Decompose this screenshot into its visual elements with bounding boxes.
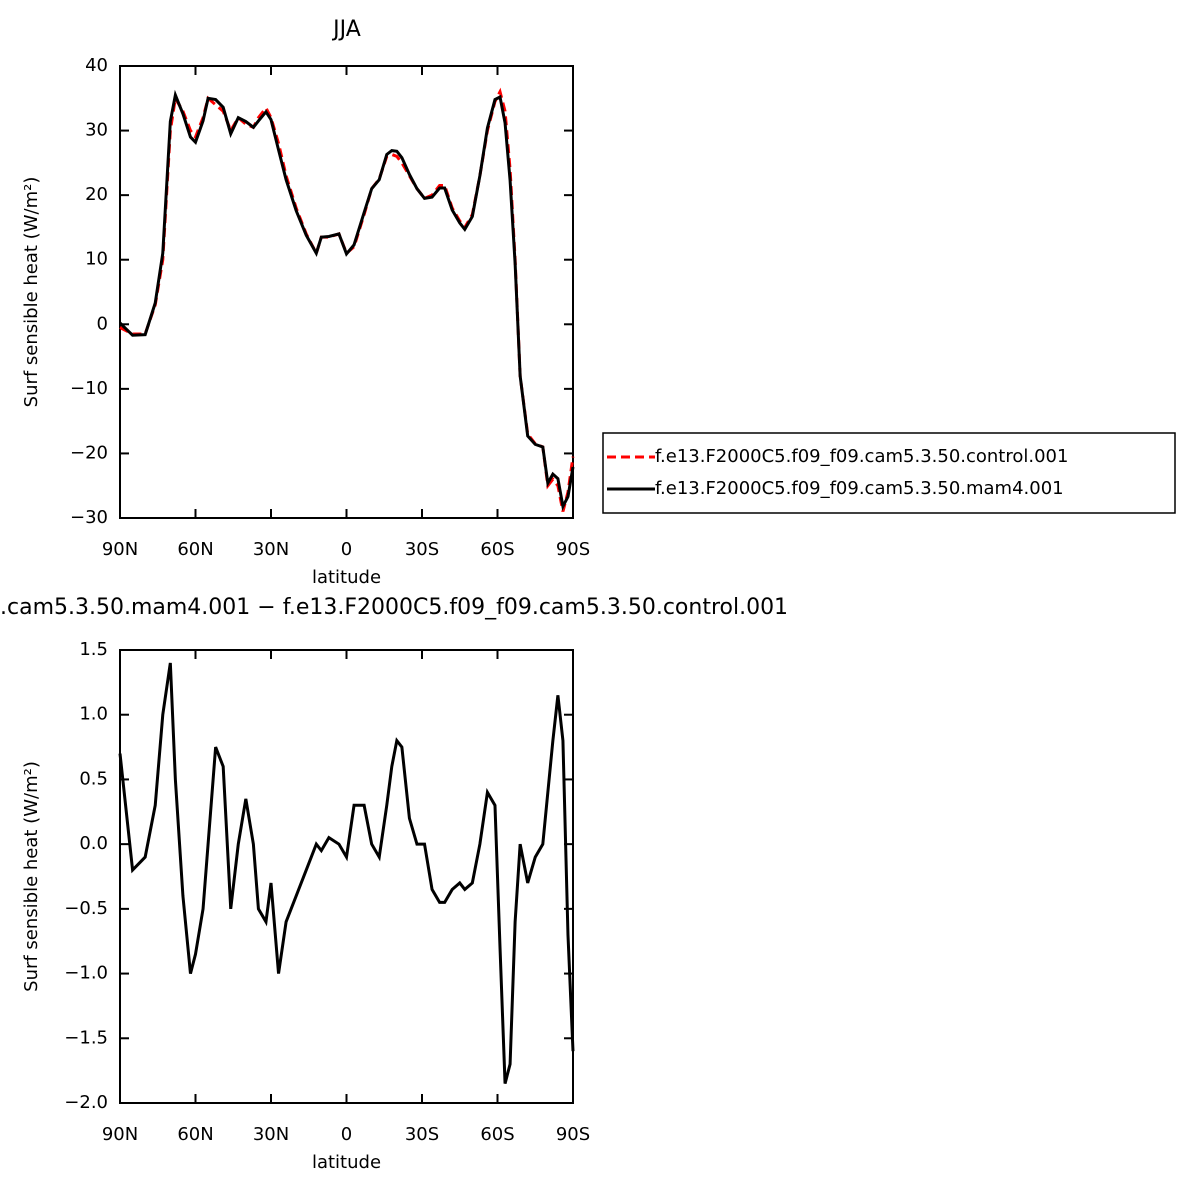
x-axis-label: latitude [312,567,381,588]
x-tick-label: 30S [405,539,439,560]
y-tick-label: −1.5 [64,1027,108,1048]
y-tick-label: 1.5 [79,639,108,660]
x-tick-label: 30N [253,1124,289,1145]
x-tick-label: 90S [556,539,590,560]
legend-label: f.e13.F2000C5.f09_f09.cam5.3.50.mam4.001 [655,478,1064,499]
data-line [119,87,575,512]
legend-label: f.e13.F2000C5.f09_f09.cam5.3.50.control.… [655,446,1068,467]
x-tick-label: 60N [177,539,213,560]
y-tick-label: 40 [85,55,108,76]
y-axis-label: Surf sensible heat (W/m²) [21,177,42,408]
y-tick-label: −0.5 [64,898,108,919]
x-tick-label: 90S [556,1124,590,1145]
y-tick-label: −30 [70,507,108,528]
y-tick-label: −2.0 [64,1092,108,1113]
x-tick-label: 30S [405,1124,439,1145]
x-tick-label: 60N [177,1124,213,1145]
y-tick-label: 10 [85,249,108,270]
chart-title: .cam5.3.50.mam4.001 − f.e13.F2000C5.f09_… [0,595,788,620]
y-tick-label: −1.0 [64,963,108,984]
y-axis-label: Surf sensible heat (W/m²) [21,761,42,992]
x-tick-label: 0 [341,539,352,560]
y-tick-label: −20 [70,442,108,463]
x-axis-label: latitude [312,1152,381,1173]
y-tick-label: 20 [85,184,108,205]
x-tick-label: 30N [253,539,289,560]
chart-title: JJA [331,17,361,42]
x-tick-label: 0 [341,1124,352,1145]
data-line [118,89,575,511]
x-tick-label: 90N [102,539,138,560]
y-tick-label: 0.0 [79,833,108,854]
y-tick-label: 30 [85,120,108,141]
legend-box [602,432,1176,514]
x-tick-label: 90N [102,1124,138,1145]
y-tick-label: −10 [70,378,108,399]
x-tick-label: 60S [480,1124,514,1145]
y-tick-label: 0.5 [79,768,108,789]
data-line [118,662,575,1084]
plot-frame [119,649,574,1104]
y-tick-label: 1.0 [79,704,108,725]
y-tick-label: 0 [97,313,108,334]
x-tick-label: 60S [480,539,514,560]
